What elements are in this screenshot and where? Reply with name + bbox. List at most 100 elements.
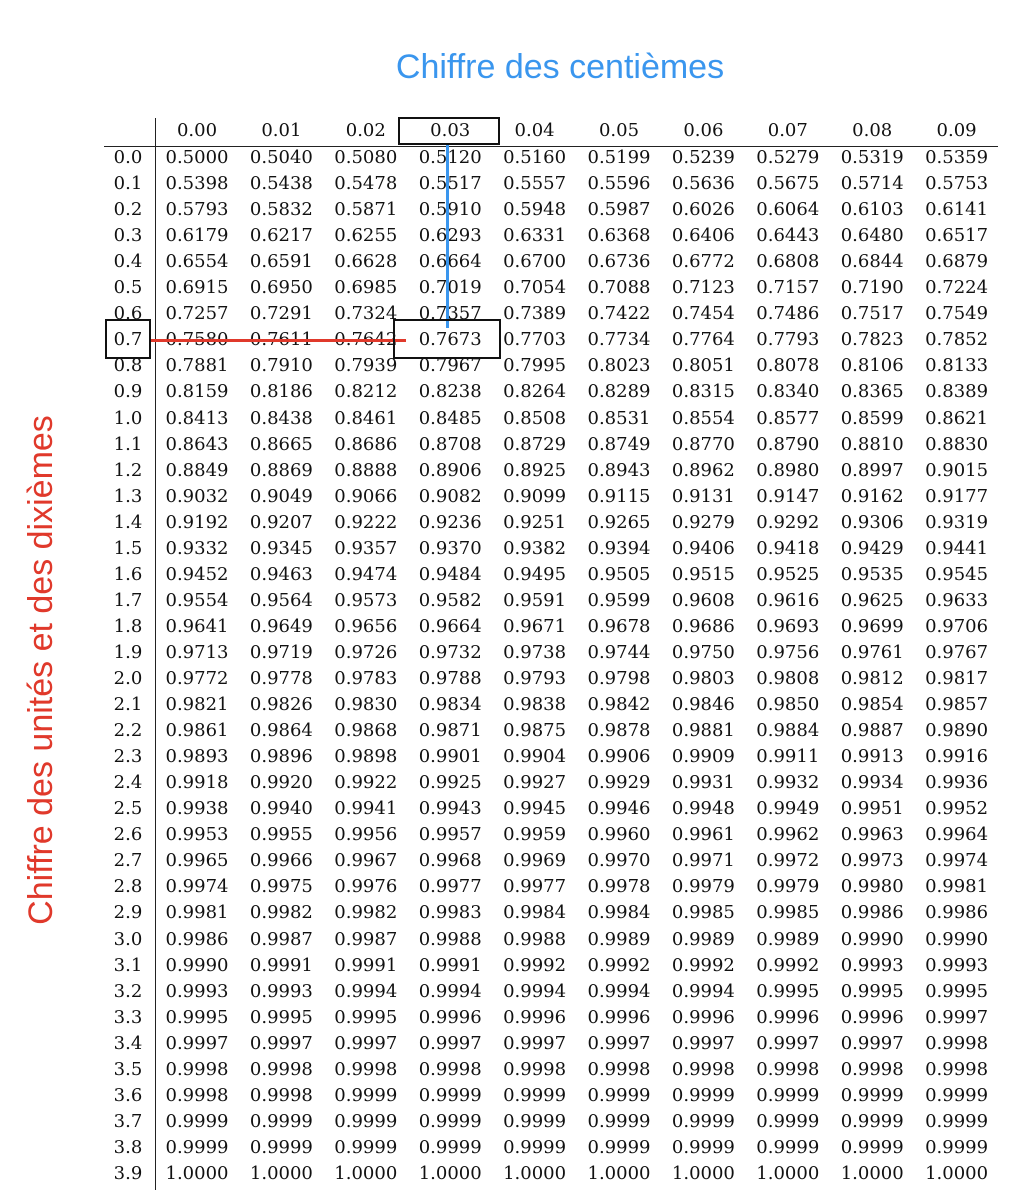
row-header: 0.1	[113, 173, 143, 195]
table-cell: 0.9932	[756, 772, 820, 794]
table-cell: 0.9049	[249, 485, 313, 507]
table-cell: 0.9918	[165, 772, 229, 794]
table-cell: 0.7019	[418, 277, 482, 299]
table-cell: 0.9032	[165, 485, 229, 507]
table-cell: 0.9995	[925, 980, 989, 1002]
table-cell: 1.0000	[334, 1162, 398, 1184]
table-cell: 0.5239	[671, 147, 735, 168]
table-cell: 0.7422	[587, 303, 651, 325]
table-cell: 0.9999	[840, 1136, 904, 1158]
table-cell: 0.9949	[756, 798, 820, 820]
table-cell: 0.8643	[165, 433, 229, 455]
row-header: 1.3	[113, 485, 143, 507]
table-cell: 0.5793	[165, 199, 229, 221]
table-cell: 0.9999	[756, 1110, 820, 1132]
table-cell: 0.8997	[840, 459, 904, 481]
table-cell: 0.9505	[587, 563, 651, 585]
table-cell: 0.9999	[418, 1084, 482, 1106]
table-cell: 0.9969	[503, 850, 567, 872]
table-cell: 0.6331	[503, 225, 567, 247]
table-cell: 0.9868	[334, 720, 398, 742]
table-cell: 0.7123	[671, 277, 735, 299]
table-cell: 0.7224	[925, 277, 989, 299]
table-cell: 0.9977	[418, 876, 482, 898]
row-header: 1.2	[113, 459, 143, 481]
table-cell: 0.6480	[840, 225, 904, 247]
table-cell: 0.9993	[840, 954, 904, 976]
table-cell: 0.9992	[756, 954, 820, 976]
table-cell: 0.9997	[756, 1032, 820, 1054]
table-cell: 0.5319	[840, 147, 904, 168]
table-cell: 0.9131	[671, 485, 735, 507]
table-cell: 0.7881	[165, 355, 229, 377]
table-cell: 0.7157	[756, 277, 820, 299]
table-cell: 0.6736	[587, 251, 651, 273]
column-header: 0.06	[683, 120, 724, 141]
table-cell: 0.9982	[249, 902, 313, 924]
table-cell: 0.9082	[418, 485, 482, 507]
row-header: 0.4	[113, 251, 143, 273]
table-cell: 0.9990	[165, 954, 229, 976]
table-cell: 0.5910	[418, 199, 482, 221]
table-cell: 0.9370	[418, 537, 482, 559]
table-cell: 0.5398	[165, 173, 229, 195]
table-cell: 0.9890	[925, 720, 989, 742]
table-cell: 0.9999	[671, 1084, 735, 1106]
table-cell: 0.9999	[503, 1136, 567, 1158]
table-cell: 0.9345	[249, 537, 313, 559]
table-cell: 0.8810	[840, 433, 904, 455]
row-header: 2.9	[113, 902, 143, 924]
table-cell: 0.9927	[503, 772, 567, 794]
table-cell: 0.9999	[334, 1110, 398, 1132]
table-cell: 0.9382	[503, 537, 567, 559]
row-highlight-box	[105, 319, 151, 360]
table-cell: 0.9997	[587, 1032, 651, 1054]
table-cell: 0.7389	[503, 303, 567, 325]
table-cell: 0.9989	[587, 928, 651, 950]
table-cell: 0.9857	[925, 694, 989, 716]
row-header: 2.1	[113, 694, 143, 716]
table-cell: 0.9931	[671, 772, 735, 794]
table-cell: 0.8186	[249, 381, 313, 403]
table-cell: 0.7454	[671, 303, 735, 325]
row-header: 1.6	[113, 563, 143, 585]
column-header: 0.02	[345, 120, 386, 141]
table-cell: 0.9418	[756, 537, 820, 559]
column-header: 0.00	[176, 120, 218, 141]
table-cell: 0.8906	[418, 459, 482, 481]
table-cell: 0.9997	[671, 1032, 735, 1054]
table-cell: 0.9906	[587, 746, 651, 768]
table-cell: 0.9972	[756, 850, 820, 872]
table-cell: 0.9878	[587, 720, 651, 742]
table-cell: 0.6772	[671, 251, 735, 273]
table-cell: 0.6879	[925, 251, 989, 273]
table-cell: 1.0000	[756, 1162, 820, 1184]
table-cell: 0.5753	[925, 173, 989, 195]
table-cell: 0.9015	[925, 459, 989, 481]
table-cell: 0.9996	[671, 1006, 735, 1028]
table-cell: 1.0000	[418, 1162, 482, 1184]
table-cell: 0.8577	[756, 407, 820, 429]
table-cell: 0.6628	[334, 251, 398, 273]
table-cell: 0.9656	[334, 615, 398, 637]
table-cell: 0.9916	[925, 746, 989, 768]
column-header: 0.03	[430, 120, 471, 141]
column-header: 0.01	[261, 120, 302, 141]
table-cell: 0.5080	[334, 147, 398, 168]
row-header: 1.4	[113, 511, 143, 533]
table-cell: 0.9803	[671, 668, 735, 689]
table-cell: 0.9693	[756, 615, 820, 637]
table-cell: 0.9998	[334, 1058, 398, 1080]
table-cell: 0.6985	[334, 277, 398, 299]
table-cell: 0.9925	[418, 772, 482, 794]
table-cell: 0.9998	[249, 1084, 313, 1106]
table-cell: 0.8849	[165, 459, 229, 481]
row-header: 0.8	[113, 355, 143, 377]
column-header: 0.07	[767, 120, 808, 141]
table-cell: 0.5714	[840, 173, 904, 195]
table-cell: 0.9893	[165, 746, 229, 768]
table-cell: 0.6179	[165, 225, 229, 247]
table-cell: 0.9999	[756, 1084, 820, 1106]
table-cell: 0.5871	[334, 199, 398, 221]
table-cell: 0.9948	[671, 798, 735, 820]
